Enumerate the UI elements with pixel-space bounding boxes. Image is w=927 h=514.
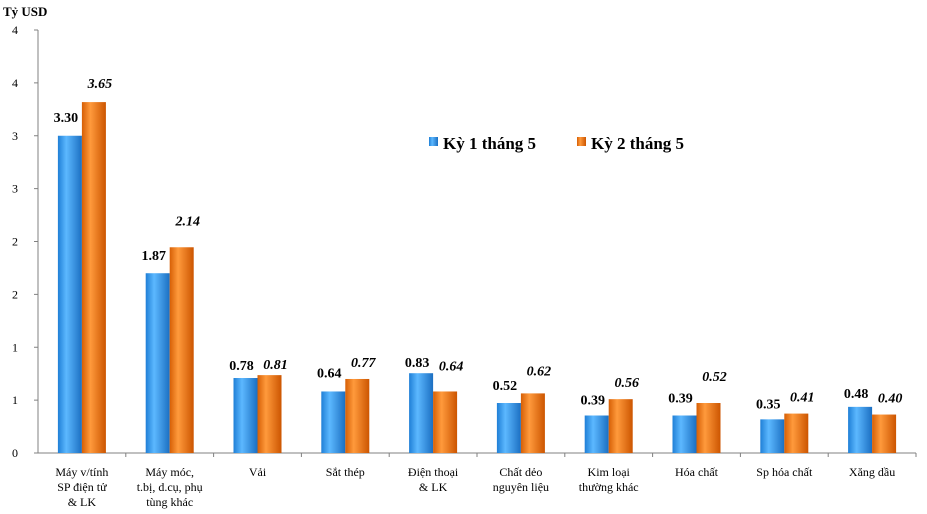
bar-series-1 (584, 415, 609, 453)
x-category-label: Kim loại (588, 465, 631, 479)
data-label-series-1: 0.39 (668, 392, 693, 407)
x-category-label: Vải (249, 465, 267, 479)
legend-label-series-1: Kỳ 1 tháng 5 (443, 134, 536, 153)
data-label-series-2: 0.81 (263, 358, 288, 373)
bar-series-1 (672, 415, 697, 453)
data-label-series-2: 0.64 (439, 359, 464, 374)
x-category-label: Xăng dầu (849, 465, 895, 479)
y-tick-label: 0 (12, 446, 18, 460)
bar-series-2 (81, 102, 106, 454)
x-category-label: t.bị, d.cụ, phụ (137, 480, 203, 494)
data-label-series-2: 3.65 (87, 77, 113, 92)
bar-series-1 (233, 378, 258, 453)
x-category-label: Hóa chất (675, 465, 719, 479)
data-label-series-1: 3.30 (54, 111, 79, 126)
y-tick-label: 2 (12, 287, 18, 301)
data-label-series-2: 0.41 (790, 391, 815, 406)
x-category-label: nguyên liệu (493, 480, 549, 494)
y-tick-label: 3 (12, 182, 18, 196)
y-tick-label: 2 (12, 235, 18, 249)
bar-series-1 (760, 419, 785, 453)
bar-series-2 (345, 378, 370, 453)
data-label-series-1: 0.48 (844, 387, 869, 402)
bar-series-1 (848, 406, 873, 453)
bar-series-1 (321, 391, 346, 453)
x-category-label: Điện thoại (408, 465, 459, 479)
bar-series-2 (520, 393, 545, 453)
x-category-label: SP điện tử (57, 480, 107, 494)
data-label-series-1: 0.64 (317, 366, 342, 381)
y-tick-label: 1 (12, 340, 18, 354)
data-label-series-2: 2.14 (174, 214, 200, 229)
data-labels: 3.30 3.65 1.87 2.14 0.78 0.81 0.64 0.77 0.83 0.64… (54, 77, 903, 412)
x-category-label: Sp hóa chất (756, 465, 813, 479)
bar-series-1 (496, 403, 521, 453)
data-label-series-2: 0.56 (614, 376, 639, 391)
data-label-series-2: 0.77 (351, 356, 377, 371)
data-label-series-1: 1.87 (141, 249, 166, 264)
y-tick-label: 1 (12, 393, 18, 407)
bar-series-2 (257, 375, 282, 453)
x-category-label: Máy v/tính (55, 465, 108, 479)
bar-series-1 (145, 273, 170, 453)
data-label-series-2: 0.62 (527, 364, 552, 379)
data-label-series-1: 0.78 (229, 359, 254, 374)
bar-series-2 (872, 414, 897, 453)
x-category-label: & LK (68, 495, 97, 509)
bar-series-1 (409, 373, 434, 453)
legend: Kỳ 1 tháng 5 Kỳ 2 tháng 5 (429, 134, 684, 153)
data-label-series-1: 0.35 (756, 397, 781, 412)
data-label-series-2: 0.52 (702, 370, 727, 385)
legend-label-series-2: Kỳ 2 tháng 5 (591, 134, 684, 153)
y-tick-label: 4 (12, 23, 18, 37)
data-label-series-1: 0.83 (405, 356, 430, 371)
bar-series-2 (608, 399, 633, 453)
y-unit-label: Tỷ USD (3, 4, 47, 19)
y-tick-label: 4 (12, 76, 18, 90)
bars (57, 102, 897, 454)
x-category-label: Máy móc, (145, 465, 194, 479)
bar-series-2 (696, 403, 721, 453)
data-label-series-1: 0.52 (493, 379, 518, 394)
x-category-label: thường khác (579, 480, 639, 494)
bar-series-2 (784, 413, 809, 453)
x-category-label: Chất dẻo (499, 465, 542, 479)
data-label-series-1: 0.39 (580, 394, 605, 409)
data-label-series-2: 0.40 (878, 392, 903, 407)
bar-series-1 (57, 135, 82, 453)
x-category-label: tùng khác (146, 495, 193, 509)
legend-swatch-series-1 (429, 137, 438, 146)
x-category-label: & LK (419, 480, 448, 494)
x-category-label: Sắt thép (326, 465, 365, 479)
bar-series-2 (169, 247, 194, 453)
legend-swatch-series-2 (577, 137, 586, 146)
bar-series-2 (433, 391, 458, 453)
y-tick-label: 3 (12, 129, 18, 143)
